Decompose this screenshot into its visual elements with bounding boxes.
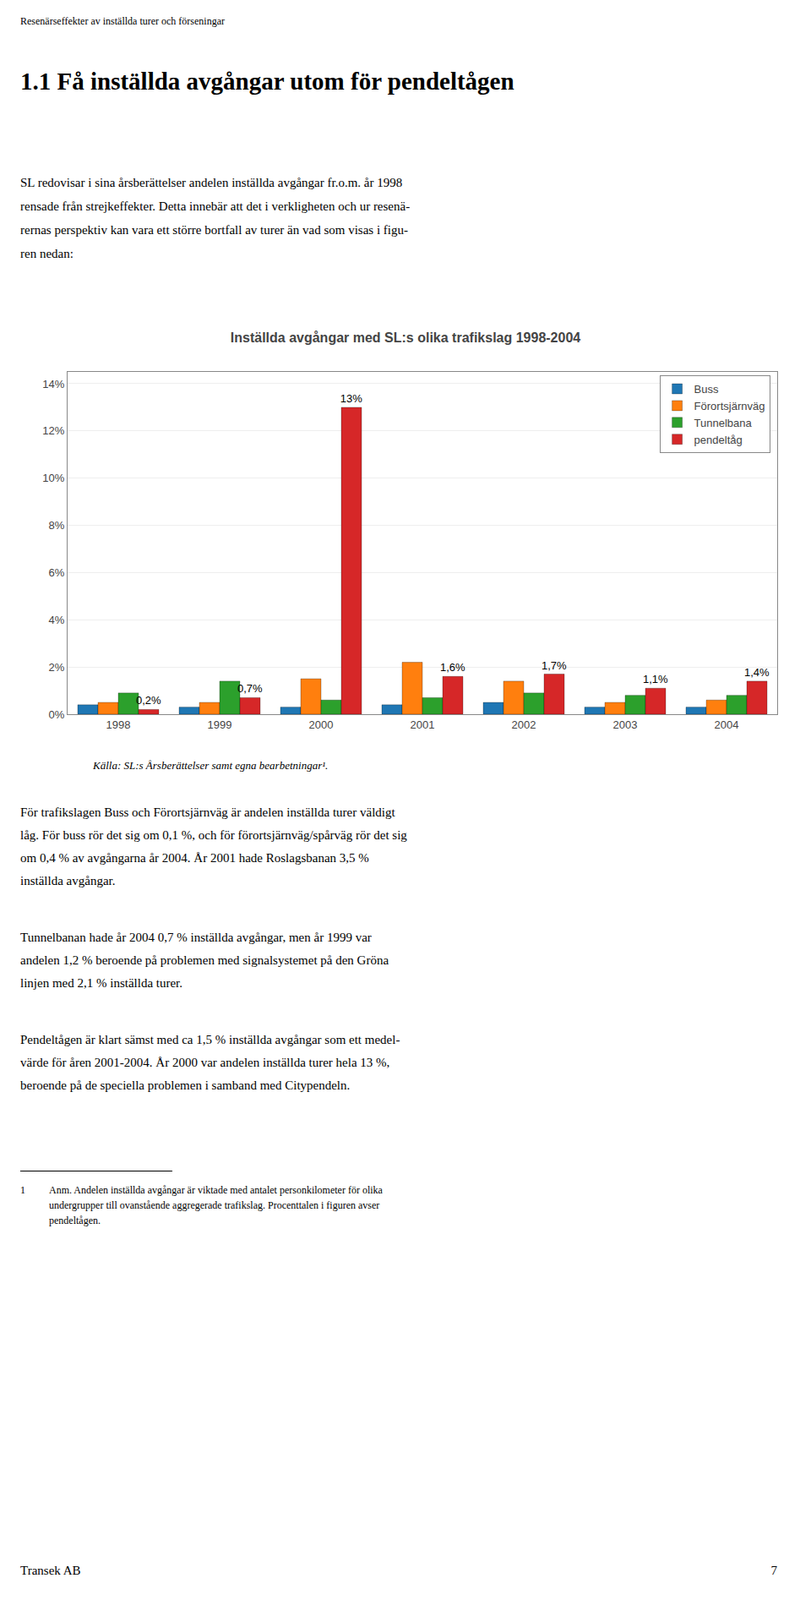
svg-text:pendeltåg: pendeltåg <box>694 433 743 447</box>
html-text:Resenärseffekter av inställda: Resenärseffekter av inställda turer och … <box>20 15 225 28</box>
svg-text:0,7%: 0,7% <box>237 681 263 695</box>
html-text:pendeltågen.: pendeltågen. <box>48 1213 101 1226</box>
svg-text:1,4%: 1,4% <box>744 665 770 679</box>
svg-text:1,1%: 1,1% <box>642 672 669 686</box>
svg-text:1,7%: 1,7% <box>541 658 567 672</box>
html-text:För trafikslagen Buss och Föro: För trafikslagen Buss och Förortsjärnväg… <box>20 805 396 819</box>
svg-text:Inställda avgångar med SL:s ol: Inställda avgångar med SL:s olika trafik… <box>230 330 582 345</box>
svg-text:2001: 2001 <box>410 718 436 731</box>
html-text:beroende på de speciella probl: beroende på de speciella problemen i sam… <box>20 1077 350 1092</box>
html-text:1.1 Få inställda avgångar utom: 1.1 Få inställda avgångar utom för pende… <box>20 67 515 95</box>
svg-text:2%: 2% <box>48 660 66 674</box>
svg-text:2003: 2003 <box>613 718 638 731</box>
svg-text:4%: 4% <box>48 613 66 626</box>
html-text:rernas perspektiv kan vara ett: rernas perspektiv kan vara ett större bo… <box>20 223 409 237</box>
html-text:ren nedan:: ren nedan: <box>20 246 74 261</box>
html-text:7: 7 <box>770 1562 778 1577</box>
svg-text:12%: 12% <box>42 424 65 437</box>
html-text:1: 1 <box>20 1183 26 1196</box>
html-text:Anm. Andelen inställda avgånga: Anm. Andelen inställda avgångar är vikta… <box>48 1183 383 1196</box>
svg-text:Tunnelbana: Tunnelbana <box>694 416 753 430</box>
svg-text:13%: 13% <box>340 391 363 405</box>
svg-text:2004: 2004 <box>714 718 740 731</box>
html-text:Källa: SL:s Årsberättelser sam: Källa: SL:s Årsberättelser samt egna bea… <box>92 758 329 772</box>
svg-text:1998: 1998 <box>106 718 131 731</box>
html-text:om 0,4 % av avgångarna år 2004: om 0,4 % av avgångarna år 2004. År 2001 … <box>20 850 370 865</box>
html-text:inställda avgångar.: inställda avgångar. <box>20 873 116 888</box>
svg-text:0%: 0% <box>48 707 66 721</box>
svg-text:8%: 8% <box>48 518 66 532</box>
svg-text:14%: 14% <box>42 377 65 391</box>
svg-text:Buss: Buss <box>694 382 719 396</box>
html-text:andelen 1,2 % beroende på prob: andelen 1,2 % beroende på problemen med … <box>20 952 389 967</box>
svg-text:2000: 2000 <box>309 718 334 731</box>
html-text:Pendeltågen är klart sämst med: Pendeltågen är klart sämst med ca 1,5 % … <box>20 1032 400 1046</box>
html-text:linjen med 2,1 % inställda tur: linjen med 2,1 % inställda turer. <box>20 975 183 990</box>
html-text:rensade från strejkeffekter. D: rensade från strejkeffekter. Detta inneb… <box>20 199 410 213</box>
html-text:låg. För buss rör det sig om 0: låg. För buss rör det sig om 0,1 %, och … <box>20 827 408 842</box>
svg-text:0,2%: 0,2% <box>136 693 162 707</box>
html-text:Tunnelbanan hade år 2004 0,7 %: Tunnelbanan hade år 2004 0,7 % inställda… <box>20 930 372 944</box>
html-text:Transek AB: Transek AB <box>20 1562 81 1577</box>
html-text:värde för åren 2001-2004. År 2: värde för åren 2001-2004. År 2000 var an… <box>20 1055 390 1069</box>
svg-text:2002: 2002 <box>511 718 537 731</box>
html-text:undergrupper till ovanstående: undergrupper till ovanstående aggregerad… <box>48 1198 380 1211</box>
svg-text:1999: 1999 <box>207 718 233 731</box>
svg-text:10%: 10% <box>42 471 65 485</box>
svg-text:Förortsjärnväg: Förortsjärnväg <box>694 399 766 413</box>
svg-text:1,6%: 1,6% <box>440 660 466 674</box>
html-text:SL redovisar i sina årsberätte: SL redovisar i sina årsberättelser andel… <box>20 175 403 190</box>
svg-text:6%: 6% <box>48 566 66 579</box>
